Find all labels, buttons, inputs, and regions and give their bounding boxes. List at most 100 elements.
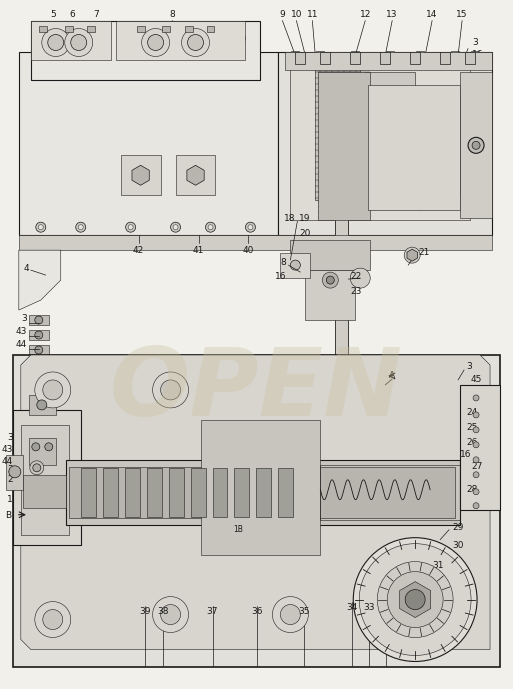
Bar (320, 52, 330, 65)
Bar (460, 385, 500, 510)
Bar (279, 468, 293, 517)
Text: 3: 3 (7, 433, 13, 442)
Text: 43: 43 (2, 445, 13, 454)
Circle shape (377, 562, 453, 637)
Circle shape (60, 39, 72, 50)
Bar (29, 330, 49, 340)
Circle shape (36, 223, 46, 232)
Circle shape (78, 225, 83, 229)
Circle shape (473, 427, 479, 433)
Text: 45: 45 (470, 376, 481, 384)
Bar (29, 315, 49, 325)
Bar (19, 52, 279, 235)
Circle shape (317, 54, 324, 61)
Text: 37: 37 (207, 607, 218, 616)
Text: 12: 12 (360, 10, 371, 19)
Bar (256, 468, 271, 517)
Text: 35: 35 (299, 607, 310, 616)
Text: 43: 43 (15, 327, 27, 336)
Text: 14: 14 (426, 10, 438, 19)
Text: 30: 30 (452, 541, 464, 550)
Bar (13, 410, 81, 545)
Text: 9: 9 (280, 10, 285, 19)
Circle shape (161, 380, 181, 400)
Bar (146, 34, 152, 39)
Text: 6: 6 (70, 10, 75, 19)
Text: B: B (5, 511, 11, 520)
Circle shape (76, 223, 86, 232)
Circle shape (451, 54, 459, 61)
Bar (290, 240, 370, 270)
Bar (320, 465, 460, 520)
Bar (169, 468, 184, 517)
Circle shape (30, 461, 44, 475)
Circle shape (43, 610, 63, 630)
Text: 20: 20 (299, 229, 310, 238)
Bar (440, 52, 450, 65)
Circle shape (473, 472, 479, 477)
Bar (207, 25, 214, 32)
Text: 32: 32 (381, 603, 392, 612)
Bar (76, 34, 82, 39)
Text: 42: 42 (133, 246, 144, 255)
Circle shape (35, 316, 43, 324)
Circle shape (126, 223, 135, 232)
Circle shape (206, 223, 215, 232)
Bar (48, 34, 54, 39)
Polygon shape (19, 235, 492, 250)
Bar (116, 30, 145, 57)
Text: 36: 36 (252, 607, 263, 616)
Text: 23: 23 (350, 287, 362, 296)
Circle shape (152, 597, 189, 633)
Polygon shape (400, 582, 431, 617)
Bar (183, 34, 189, 39)
Bar (13, 355, 500, 668)
Text: 3: 3 (7, 465, 13, 474)
Circle shape (404, 247, 420, 263)
Text: 16: 16 (472, 50, 484, 59)
Text: 38: 38 (157, 607, 168, 616)
Polygon shape (21, 355, 490, 650)
Bar (451, 52, 459, 61)
Bar (380, 52, 390, 65)
Circle shape (65, 28, 93, 56)
Text: 3: 3 (466, 362, 472, 371)
Bar (351, 52, 359, 61)
Bar (162, 25, 170, 32)
Bar (175, 155, 215, 195)
Text: 31: 31 (432, 561, 444, 570)
Bar (56, 34, 62, 39)
Text: 7: 7 (93, 10, 98, 19)
Circle shape (387, 572, 443, 628)
Bar (52, 30, 80, 57)
Circle shape (473, 395, 479, 401)
Text: 34: 34 (347, 603, 358, 612)
Circle shape (350, 268, 370, 288)
Circle shape (248, 225, 253, 229)
Circle shape (32, 443, 40, 451)
Circle shape (152, 372, 189, 408)
Bar (410, 52, 420, 65)
Polygon shape (19, 250, 61, 310)
Bar (115, 21, 245, 61)
Circle shape (161, 604, 181, 624)
Bar (295, 52, 305, 65)
Text: 3: 3 (472, 38, 478, 47)
Text: 33: 33 (364, 603, 375, 612)
Bar (190, 468, 206, 517)
Text: 3: 3 (21, 313, 27, 322)
Circle shape (359, 544, 471, 655)
Bar (365, 72, 415, 110)
Bar (81, 468, 96, 517)
Circle shape (326, 276, 334, 284)
Circle shape (173, 225, 178, 229)
Circle shape (206, 34, 215, 43)
Text: 40: 40 (243, 246, 254, 255)
Circle shape (142, 28, 170, 56)
Circle shape (353, 537, 477, 661)
Bar (185, 25, 192, 32)
Polygon shape (187, 165, 204, 185)
Circle shape (48, 34, 64, 50)
Circle shape (42, 28, 70, 56)
Circle shape (473, 489, 479, 495)
